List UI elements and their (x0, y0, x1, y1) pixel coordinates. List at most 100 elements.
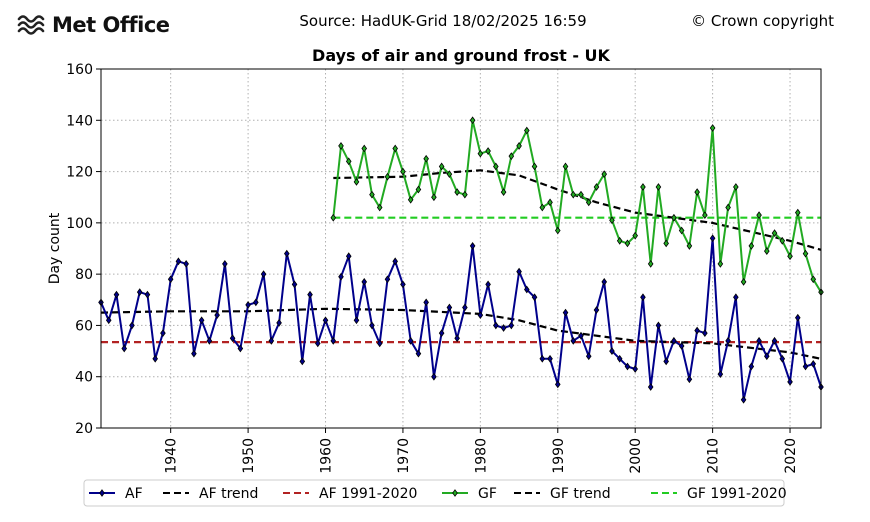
data-point-af (431, 372, 437, 381)
x-tick-label: 2010 (706, 438, 722, 474)
series-line-gf (332, 119, 822, 293)
x-tick-label: 1980 (473, 438, 489, 474)
data-point-af (322, 316, 329, 325)
data-point-af (384, 275, 391, 284)
plot-frame (100, 68, 822, 429)
data-point-af (206, 336, 213, 345)
data-point-af (787, 377, 793, 386)
data-point-af (361, 277, 368, 286)
data-point-gf (678, 226, 685, 235)
data-point-af (353, 316, 360, 325)
data-point-af (198, 316, 205, 325)
x-tick-label: 1960 (319, 438, 335, 474)
data-point-gf (794, 208, 801, 217)
data-point-gf (415, 185, 422, 194)
data-point-af (462, 303, 468, 312)
data-point-af (175, 257, 182, 266)
data-point-af (129, 321, 135, 330)
series-line-af-trend (100, 307, 822, 360)
data-point-af (663, 357, 669, 366)
data-point-gf (338, 142, 344, 150)
data-point-gf (539, 203, 546, 212)
data-point-gf (756, 211, 762, 220)
data-point-gf (547, 198, 553, 207)
data-point-af (632, 365, 638, 373)
legend-label-gf: GF (478, 486, 497, 502)
legend-label-gf-1991-2020: GF 1991-2020 (687, 486, 787, 502)
data-point-af (485, 280, 491, 289)
met-office-logo: Met Office (17, 13, 170, 37)
data-point-gf (345, 157, 352, 166)
data-point-gf (369, 190, 375, 199)
data-point-af (802, 362, 809, 371)
data-point-af (655, 321, 662, 330)
legend-label-af: AF (125, 486, 143, 502)
data-point-gf (663, 239, 669, 248)
plot-series (98, 116, 824, 404)
data-point-af (415, 349, 422, 358)
data-point-af (508, 321, 515, 330)
data-point-gf (655, 183, 662, 191)
data-point-af (144, 290, 151, 299)
y-tick-label: 140 (66, 113, 93, 129)
data-point-af (764, 352, 770, 361)
data-point-af (268, 336, 275, 345)
met-office-logo-text: Met Office (52, 13, 170, 37)
data-point-gf (384, 172, 391, 181)
data-point-gf (593, 183, 600, 191)
data-point-af (733, 293, 739, 302)
data-point-af (160, 329, 166, 338)
data-point-af (369, 321, 375, 330)
data-point-af (647, 383, 654, 391)
legend-label-gf-trend: GF trend (550, 486, 611, 502)
x-tick-label: 1950 (241, 438, 257, 474)
data-point-af (260, 270, 267, 279)
data-point-gf (787, 252, 793, 261)
data-point-gf (400, 167, 406, 176)
x-tick-label: 1970 (396, 438, 412, 474)
y-tick-label: 20 (75, 421, 93, 437)
data-point-af (671, 336, 677, 345)
data-point-af (284, 249, 290, 258)
y-tick-label: 40 (75, 370, 93, 386)
data-point-gf (647, 260, 654, 268)
data-point-gf (462, 190, 468, 199)
data-point-af (291, 280, 298, 289)
data-point-gf (554, 226, 561, 235)
legend-label-af-1991-2020: AF 1991-2020 (319, 486, 417, 502)
x-tick-label: 2020 (783, 438, 799, 474)
data-point-af (609, 347, 615, 355)
data-point-af (725, 336, 731, 345)
data-point-af (454, 334, 460, 343)
data-point-af (469, 242, 476, 250)
data-point-gf (702, 211, 708, 220)
legend: AF AF trend AF 1991-2020 GF GF trend GF 1991-… (83, 479, 787, 507)
data-point-gf (578, 190, 584, 199)
data-point-gf (694, 188, 700, 196)
data-point-gf (493, 162, 499, 171)
data-point-gf (802, 249, 809, 258)
data-point-af (678, 342, 685, 350)
y-tick-label: 160 (66, 62, 93, 78)
data-point-gf (725, 203, 731, 212)
chart-title: Days of air and ground frost - UK (312, 46, 611, 65)
data-point-af (524, 285, 530, 294)
data-point-af (307, 290, 313, 299)
data-point-af (330, 336, 337, 345)
data-point-af (794, 313, 801, 322)
x-tick-label: 1990 (551, 438, 567, 474)
met-office-logo-icon (17, 15, 45, 35)
data-point-gf (477, 149, 484, 158)
data-point-af (446, 303, 453, 312)
data-point-af (709, 234, 716, 243)
legend-marker-af (99, 489, 105, 497)
y-tick-label: 80 (75, 267, 93, 283)
legend-marker-gf (452, 489, 458, 497)
data-point-af (191, 349, 197, 358)
data-point-gf (733, 183, 739, 191)
data-point-gf (353, 177, 360, 186)
data-point-af (593, 306, 600, 314)
data-point-gf (671, 213, 677, 222)
y-axis-label: Day count (47, 212, 63, 284)
data-point-gf (810, 275, 817, 284)
